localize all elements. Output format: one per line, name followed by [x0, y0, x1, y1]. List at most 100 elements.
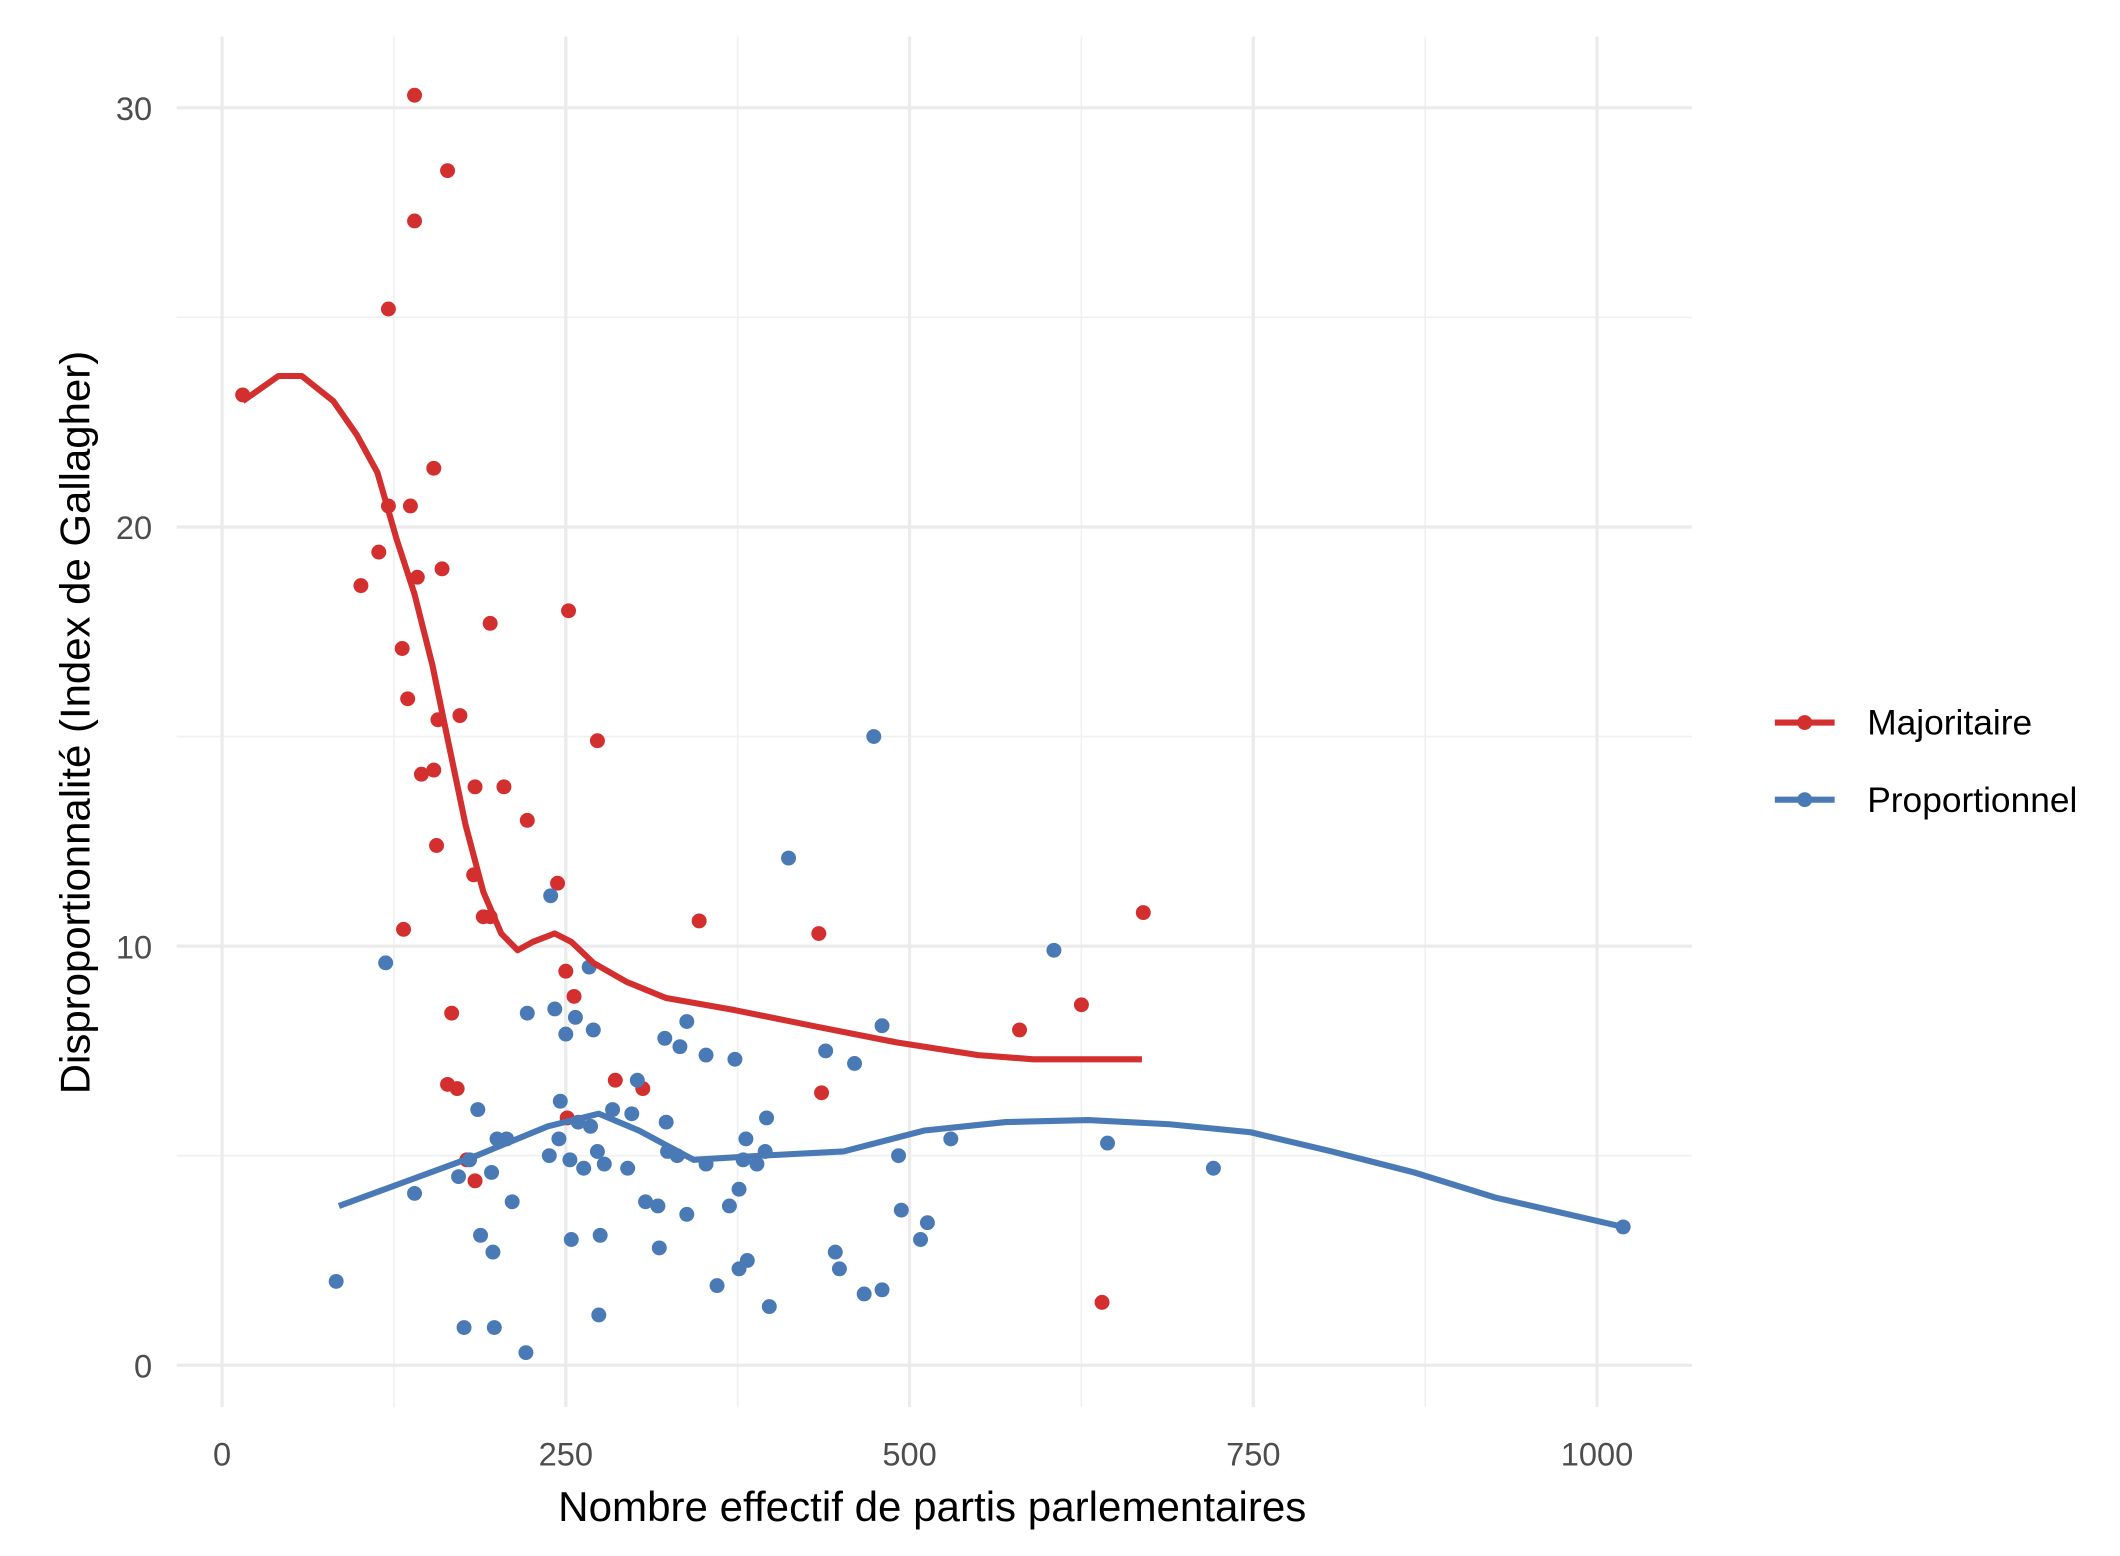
data-point [691, 913, 707, 929]
data-point [672, 1039, 688, 1055]
smooth-line-majoritaire [240, 372, 1142, 1063]
data-point [638, 1194, 654, 1210]
data-point [814, 1085, 830, 1101]
data-point [620, 1160, 636, 1176]
data-point [449, 1081, 465, 1097]
data-point [409, 569, 425, 585]
data-point [482, 615, 498, 631]
data-point [371, 544, 387, 560]
data-point [440, 163, 456, 179]
data-point [434, 561, 450, 577]
data-point [874, 1282, 890, 1298]
data-point [566, 988, 582, 1004]
data-point [866, 729, 882, 744]
data-point [552, 1093, 568, 1109]
data-point [380, 301, 396, 317]
data-point [561, 603, 577, 619]
data-point [607, 1072, 623, 1088]
data-point [731, 1181, 747, 1197]
data-point [426, 460, 442, 476]
data-point [400, 691, 416, 707]
data-point [519, 812, 535, 828]
legend-label: Majoritaire [1867, 704, 2032, 743]
data-point [738, 1131, 754, 1147]
data-point [558, 963, 574, 979]
data-point [759, 1110, 775, 1126]
data-point [709, 1278, 725, 1294]
data-point [407, 213, 423, 229]
data-point [378, 955, 394, 971]
x-tick-label: 500 [882, 1436, 936, 1472]
series-majoritaire [235, 87, 1151, 1310]
legend-key-point [1797, 715, 1813, 730]
smooth-line-proportionnel [337, 1110, 1624, 1230]
x-tick-label: 750 [1226, 1436, 1280, 1472]
data-point [519, 1005, 535, 1021]
data-point [592, 1227, 608, 1243]
data-point [698, 1047, 714, 1063]
data-point [407, 1185, 423, 1201]
data-point [657, 1030, 673, 1046]
data-point [1100, 1135, 1116, 1151]
data-point [467, 1173, 483, 1189]
x-tick-label: 1000 [1561, 1436, 1634, 1472]
data-point [504, 1194, 520, 1210]
data-point [761, 1299, 777, 1315]
data-point [486, 1320, 502, 1335]
data-point [353, 578, 369, 594]
data-point [893, 1202, 909, 1218]
data-point [818, 1043, 834, 1059]
data-point [558, 1026, 574, 1042]
data-point [919, 1215, 935, 1231]
data-point [589, 1144, 605, 1159]
data-point [563, 1232, 579, 1247]
data-point [543, 888, 559, 904]
legend-item: Proportionnel [1774, 781, 2077, 820]
data-point [518, 1345, 534, 1361]
y-tick-label: 0 [134, 1348, 152, 1384]
data-point [749, 1156, 765, 1172]
legend-item: Majoritaire [1774, 704, 2032, 743]
data-point [562, 1152, 578, 1168]
y-tick-label: 20 [116, 510, 152, 546]
data-point [913, 1232, 929, 1247]
y-axis-title: Disproportionnalité (Index de Gallagher) [52, 351, 99, 1094]
data-point [856, 1286, 872, 1302]
x-tick-label: 250 [539, 1436, 593, 1472]
data-point [629, 1072, 645, 1088]
data-point [444, 1005, 460, 1021]
data-point [576, 1160, 592, 1176]
data-point [1094, 1294, 1110, 1310]
data-point [624, 1106, 640, 1122]
data-point [394, 641, 410, 656]
data-point [402, 498, 418, 514]
data-point [847, 1056, 863, 1071]
data-point [731, 1261, 747, 1277]
data-point [451, 1169, 467, 1185]
data-point [426, 762, 442, 778]
legend-key-point [1797, 792, 1813, 808]
data-point [721, 1198, 737, 1214]
data-point [583, 1118, 599, 1134]
data-point [585, 1022, 601, 1038]
data-point [470, 1102, 486, 1118]
data-point [452, 708, 468, 724]
data-point [596, 1156, 612, 1172]
data-point [473, 1227, 489, 1243]
y-tick-label: 10 [116, 929, 152, 965]
data-point [679, 1014, 695, 1029]
data-point [589, 733, 605, 749]
data-point [496, 779, 512, 795]
x-tick-label: 0 [213, 1436, 231, 1472]
data-point [413, 766, 429, 782]
series-proportionnel [328, 729, 1631, 1361]
data-point [485, 1244, 501, 1260]
data-marks [235, 87, 1631, 1361]
grid [176, 36, 1692, 1408]
data-point [811, 926, 827, 941]
data-point [650, 1198, 666, 1214]
y-tick-label: 30 [116, 91, 152, 127]
data-point [1046, 942, 1062, 958]
data-point [484, 1164, 500, 1180]
